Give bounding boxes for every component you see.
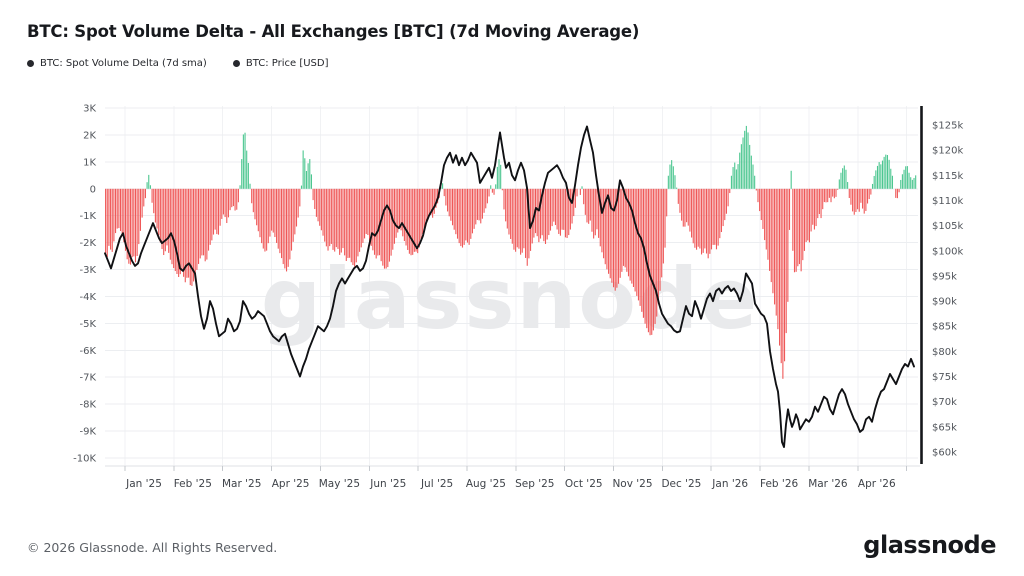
svg-text:Mar '26: Mar '26 [808,478,848,490]
legend-item-price[interactable]: BTC: Price [USD] [232,58,329,69]
svg-text:Aug '25: Aug '25 [466,478,506,490]
svg-text:$90k: $90k [932,297,957,308]
legend-label: BTC: Spot Volume Delta (7d sma) [40,58,207,69]
svg-text:-10K: -10K [73,454,96,465]
legend-dot-icon [27,60,34,67]
svg-text:Oct '25: Oct '25 [565,478,603,490]
svg-text:1K: 1K [83,157,96,168]
svg-text:May '25: May '25 [319,478,360,490]
svg-text:Jun '25: Jun '25 [369,478,406,490]
svg-text:-5K: -5K [79,319,96,330]
svg-text:-3K: -3K [79,265,96,276]
svg-text:Apr '26: Apr '26 [858,478,896,490]
svg-text:$125k: $125k [932,121,963,132]
legend-label: BTC: Price [USD] [245,58,329,69]
svg-text:Jan '25: Jan '25 [125,478,162,490]
svg-text:Dec '25: Dec '25 [661,478,701,490]
svg-text:-2K: -2K [79,238,96,249]
legend-item-spot-volume-delta[interactable]: BTC: Spot Volume Delta (7d sma) [27,58,207,69]
svg-text:Feb '26: Feb '26 [760,478,798,490]
svg-text:Feb '25: Feb '25 [174,478,212,490]
svg-text:glassnode: glassnode [261,250,759,348]
chart-legend: BTC: Spot Volume Delta (7d sma) BTC: Pri… [27,58,328,69]
svg-text:3K: 3K [83,104,96,115]
svg-text:$75k: $75k [932,372,957,383]
legend-dot-icon [232,60,240,67]
svg-text:$65k: $65k [932,422,957,433]
svg-text:Jan '26: Jan '26 [711,478,748,490]
glassnode-logo: glassnode [863,531,996,559]
svg-text:2K: 2K [83,131,96,142]
svg-text:0: 0 [90,184,96,195]
svg-text:$120k: $120k [932,146,963,157]
copyright-text: © 2026 Glassnode. All Rights Reserved. [27,540,278,555]
svg-text:$105k: $105k [932,221,963,232]
svg-text:-9K: -9K [79,427,96,438]
svg-text:$115k: $115k [932,171,963,182]
svg-text:-7K: -7K [79,373,96,384]
svg-text:-6K: -6K [79,346,96,357]
svg-text:$100k: $100k [932,246,963,257]
svg-text:$95k: $95k [932,271,957,282]
svg-text:$110k: $110k [932,196,963,207]
svg-text:-1K: -1K [79,211,96,222]
svg-text:Mar '25: Mar '25 [222,478,261,490]
svg-text:$85k: $85k [932,322,957,333]
svg-text:-4K: -4K [79,292,96,303]
svg-text:Apr '25: Apr '25 [272,478,310,490]
svg-text:Jul '25: Jul '25 [420,478,453,490]
svg-text:$60k: $60k [932,448,957,459]
svg-text:$70k: $70k [932,397,957,408]
chart-title: BTC: Spot Volume Delta - All Exchanges [… [27,22,640,41]
svg-text:Sep '25: Sep '25 [515,478,554,490]
svg-text:-8K: -8K [79,400,96,411]
svg-text:$80k: $80k [932,347,957,358]
svg-text:Nov '25: Nov '25 [612,478,652,490]
